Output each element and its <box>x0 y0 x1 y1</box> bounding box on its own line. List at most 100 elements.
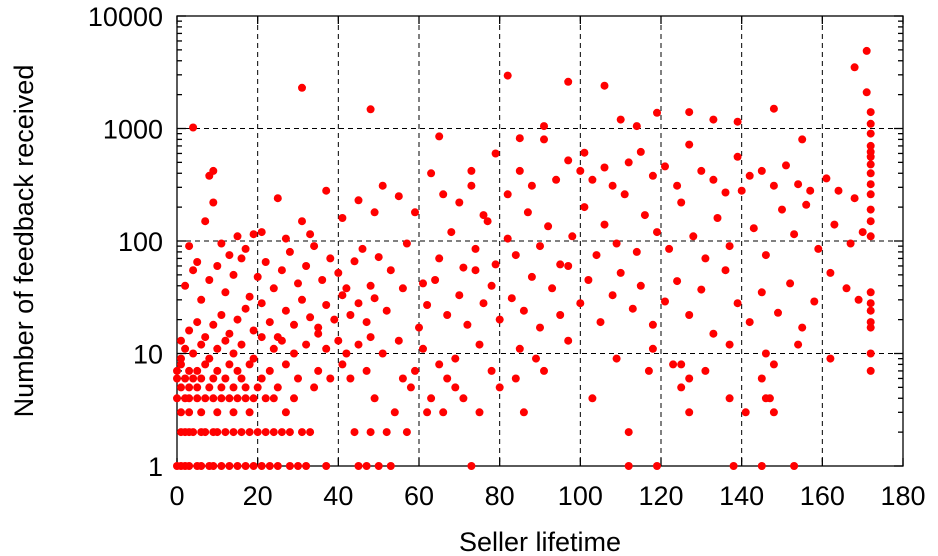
data-point <box>866 205 875 214</box>
data-point <box>394 336 403 345</box>
data-point <box>866 147 875 156</box>
data-point <box>249 354 258 363</box>
data-point <box>532 354 540 363</box>
data-point <box>632 122 641 131</box>
data-point <box>302 262 311 270</box>
data-point <box>233 366 242 375</box>
data-point <box>628 304 637 313</box>
data-point <box>177 360 185 369</box>
data-point <box>346 374 355 383</box>
data-point <box>285 462 294 470</box>
data-point <box>483 217 492 226</box>
data-point <box>608 181 617 190</box>
data-point <box>185 242 194 251</box>
data-point <box>185 383 194 392</box>
data-point <box>826 268 835 277</box>
data-point <box>322 186 331 195</box>
data-point <box>503 234 512 243</box>
data-point <box>495 383 504 392</box>
data-point <box>261 394 270 403</box>
data-point <box>540 135 548 144</box>
data-point <box>515 344 524 353</box>
data-point <box>487 366 496 375</box>
data-point <box>209 394 218 403</box>
data-points <box>173 46 875 470</box>
data-point <box>406 383 415 392</box>
data-point <box>326 374 335 383</box>
data-point <box>745 318 754 327</box>
data-point <box>314 323 323 332</box>
data-point <box>213 366 222 375</box>
data-point <box>233 315 242 324</box>
data-point <box>181 281 190 290</box>
data-point <box>814 244 823 253</box>
x-axis-title: Seller lifetime <box>459 527 621 556</box>
data-point <box>858 228 867 237</box>
data-point <box>257 299 266 308</box>
data-point <box>338 291 347 300</box>
data-point <box>769 104 778 113</box>
x-tick-label: 0 <box>169 481 184 511</box>
data-point <box>677 383 686 392</box>
data-point <box>725 242 734 251</box>
data-point <box>386 266 395 275</box>
data-point <box>830 220 839 229</box>
y-tick-label: 1 <box>148 452 163 482</box>
data-point <box>185 408 194 417</box>
data-point <box>261 258 270 266</box>
data-point <box>306 313 315 322</box>
data-point <box>725 340 734 349</box>
data-point <box>475 340 484 349</box>
data-point <box>455 291 464 300</box>
data-point <box>201 394 210 403</box>
data-point <box>648 320 657 329</box>
data-point <box>189 349 198 358</box>
data-point <box>334 336 343 345</box>
data-point <box>624 158 633 167</box>
data-point <box>451 383 460 392</box>
data-point <box>745 171 754 180</box>
data-point <box>197 462 206 470</box>
data-point <box>233 462 242 470</box>
data-point <box>580 203 589 212</box>
data-point <box>269 344 278 353</box>
data-point <box>185 326 194 335</box>
data-point <box>390 408 399 417</box>
data-point <box>467 181 476 190</box>
data-point <box>193 258 202 266</box>
data-point <box>475 408 484 417</box>
data-point <box>342 284 351 293</box>
data-point <box>790 230 799 239</box>
data-point <box>257 462 266 470</box>
data-point <box>636 281 645 290</box>
data-point <box>467 462 476 470</box>
data-point <box>713 214 722 222</box>
data-point <box>636 147 645 156</box>
data-point <box>229 408 238 417</box>
data-point <box>798 323 807 332</box>
data-point <box>366 333 375 342</box>
data-point <box>701 366 710 375</box>
data-point <box>548 284 557 293</box>
data-point <box>245 428 254 437</box>
data-point <box>237 428 246 437</box>
data-point <box>241 304 250 313</box>
data-point <box>281 306 290 315</box>
data-point <box>298 428 306 437</box>
data-point <box>620 190 629 199</box>
x-tick-label: 160 <box>800 481 845 511</box>
data-point <box>769 360 778 369</box>
data-point <box>749 224 758 233</box>
data-point <box>866 232 875 241</box>
data-point <box>173 394 181 403</box>
data-point <box>253 428 262 437</box>
data-point <box>653 228 661 237</box>
data-point <box>366 281 375 290</box>
data-point <box>269 284 278 293</box>
data-point <box>217 383 226 392</box>
data-point <box>209 198 218 207</box>
data-point <box>669 360 678 369</box>
data-point <box>298 83 306 92</box>
data-point <box>189 374 198 383</box>
